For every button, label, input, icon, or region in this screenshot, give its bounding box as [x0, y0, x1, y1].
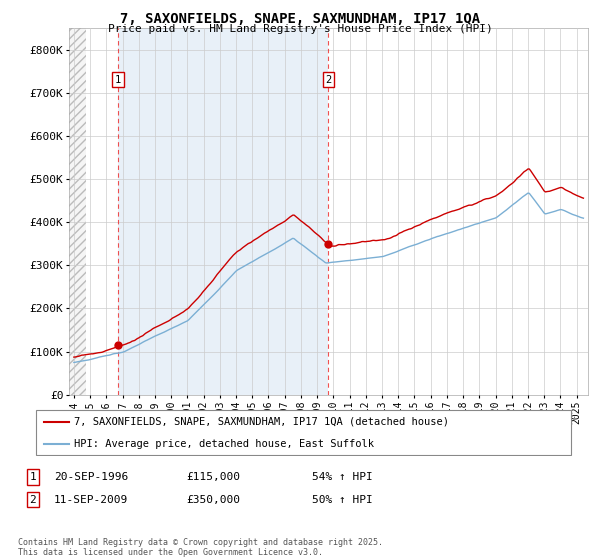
Text: 2: 2	[29, 494, 37, 505]
Text: 7, SAXONFIELDS, SNAPE, SAXMUNDHAM, IP17 1QA: 7, SAXONFIELDS, SNAPE, SAXMUNDHAM, IP17 …	[120, 12, 480, 26]
Text: 2: 2	[325, 75, 331, 85]
Text: 54% ↑ HPI: 54% ↑ HPI	[312, 472, 373, 482]
Bar	[66, 28, 86, 395]
Text: 1: 1	[29, 472, 37, 482]
Text: £115,000: £115,000	[186, 472, 240, 482]
Text: 20-SEP-1996: 20-SEP-1996	[54, 472, 128, 482]
Bar	[118, 28, 328, 395]
Text: 50% ↑ HPI: 50% ↑ HPI	[312, 494, 373, 505]
Text: £350,000: £350,000	[186, 494, 240, 505]
Text: HPI: Average price, detached house, East Suffolk: HPI: Average price, detached house, East…	[74, 438, 374, 449]
Text: 11-SEP-2009: 11-SEP-2009	[54, 494, 128, 505]
Text: 1: 1	[115, 75, 121, 85]
Text: Contains HM Land Registry data © Crown copyright and database right 2025.
This d: Contains HM Land Registry data © Crown c…	[18, 538, 383, 557]
FancyBboxPatch shape	[35, 410, 571, 455]
Text: Price paid vs. HM Land Registry's House Price Index (HPI): Price paid vs. HM Land Registry's House …	[107, 24, 493, 34]
Text: 7, SAXONFIELDS, SNAPE, SAXMUNDHAM, IP17 1QA (detached house): 7, SAXONFIELDS, SNAPE, SAXMUNDHAM, IP17 …	[74, 417, 449, 427]
